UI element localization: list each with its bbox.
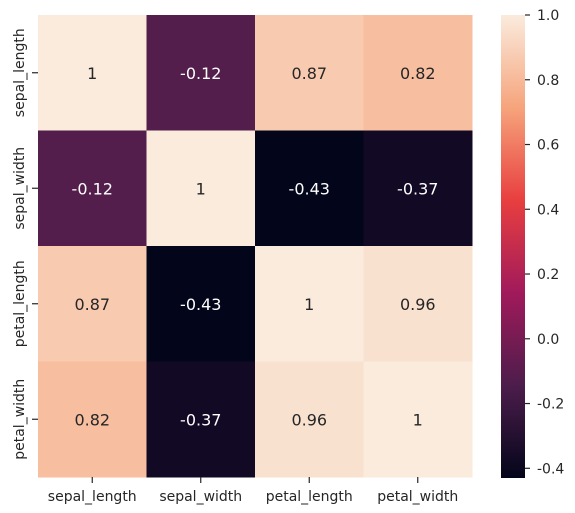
cell-annotation: -0.12 [72,179,113,198]
colorbar-tick-label: -0.4 [537,461,564,477]
heatmap-cell [38,246,147,362]
cell-annotation: 0.96 [400,295,436,314]
colorbar-gradient [501,15,525,478]
x-axis: sepal_length sepal_width petal_length petal… [48,477,458,505]
heatmap-cell [146,15,256,131]
cell-annotation: 1 [413,410,423,429]
y-tick-label: sepal_width [12,147,28,230]
cell-annotation: 0.96 [291,410,327,429]
y-tick-label: petal_length [12,260,28,347]
colorbar: 1.0 0.8 0.6 0.4 0.2 0.0 -0.2 -0.4 [501,8,564,478]
heatmap-cell [363,361,473,478]
x-tick-label: sepal_length [48,489,137,505]
cell-annotation: 1 [87,64,97,83]
heatmap-cell [363,246,473,362]
cell-annotation: 1 [196,179,206,198]
heatmap-cell [255,246,364,362]
cell-annotation: -0.43 [180,295,221,314]
colorbar-tick-label: 0.0 [537,332,559,348]
x-tick-label: petal_length [266,489,353,505]
cell-annotation: -0.12 [180,64,221,83]
heatmap-cell [146,246,256,362]
colorbar-tick-label: 0.8 [537,73,559,89]
cell-annotation: -0.43 [289,179,330,198]
cell-annotation: -0.37 [397,179,438,198]
cell-annotation: 1 [304,295,314,314]
colorbar-tick-label: 0.4 [537,202,559,218]
heatmap-cell [363,15,473,131]
cell-annotation: 0.82 [400,64,436,83]
colorbar-tick-label: -0.2 [537,397,564,413]
y-tick-label: sepal_length [12,28,28,117]
heatmap-cell [363,130,473,247]
cell-annotation: 0.87 [74,295,110,314]
y-tick-label: petal_width [12,379,28,460]
x-tick-label: petal_width [377,489,458,505]
y-axis: sepal_length sepal_width petal_lengthpetal… [12,28,38,460]
heatmap-cells: 1 -0.12 0.87 0.82 -0.12 1 -0.43 -0.37 0.87 -0.43 1… [38,15,473,478]
colorbar-tick-label: 0.6 [537,138,559,154]
heatmap-cell [146,361,256,478]
cell-annotation: 0.87 [291,64,327,83]
heatmap-cell [255,15,364,131]
heatmap-cell [146,130,256,247]
heatmap-cell [255,361,364,478]
colorbar-tick-label: 1.0 [537,8,559,24]
heatmap-cell [255,130,364,247]
heatmap-cell [38,15,147,131]
cell-annotation: 0.82 [74,410,110,429]
x-tick-label: sepal_width [159,489,242,505]
cell-annotation: -0.37 [180,410,221,429]
colorbar-tick-label: 0.2 [537,267,559,283]
heatmap-cell [38,130,147,247]
heatmap-cell [38,361,147,478]
